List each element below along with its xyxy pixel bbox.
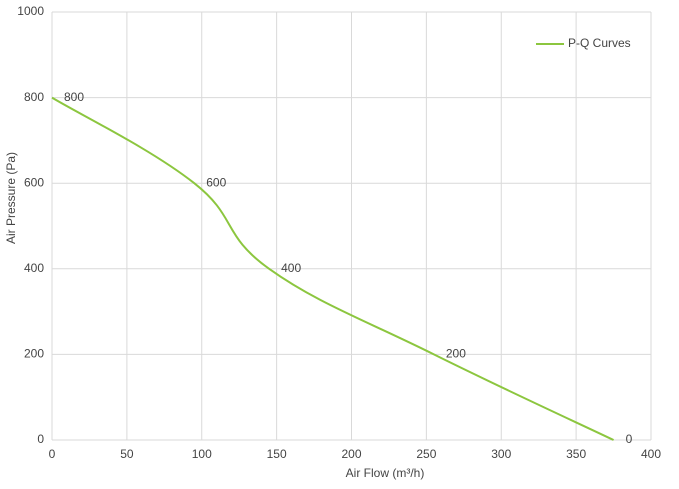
data-label: 600 xyxy=(206,175,226,189)
x-tick-label: 250 xyxy=(416,447,436,461)
line-series xyxy=(51,96,614,441)
legend-label: P-Q Curves xyxy=(568,36,631,50)
data-label: 800 xyxy=(64,90,84,104)
y-tick-label: 800 xyxy=(24,90,44,104)
x-tick-label: 350 xyxy=(566,447,586,461)
data-label: 200 xyxy=(446,347,466,361)
x-tick-label: 150 xyxy=(267,447,287,461)
data-label: 0 xyxy=(626,432,633,446)
y-tick-label: 200 xyxy=(24,347,44,361)
y-tick-label: 1000 xyxy=(17,4,44,18)
x-tick-label: 50 xyxy=(120,447,134,461)
x-tick-label: 300 xyxy=(491,447,511,461)
data-label: 400 xyxy=(281,261,301,275)
x-axis-label: Air Flow (m³/h) xyxy=(346,466,425,480)
x-tick-label: 0 xyxy=(49,447,56,461)
y-tick-label: 400 xyxy=(24,261,44,275)
x-tick-label: 200 xyxy=(341,447,361,461)
x-tick-label: 400 xyxy=(641,447,661,461)
y-tick-label: 600 xyxy=(24,175,44,189)
y-tick-label: 0 xyxy=(37,432,44,446)
y-axis-label: Air Pressure (Pa) xyxy=(4,152,18,244)
x-tick-label: 100 xyxy=(192,447,212,461)
